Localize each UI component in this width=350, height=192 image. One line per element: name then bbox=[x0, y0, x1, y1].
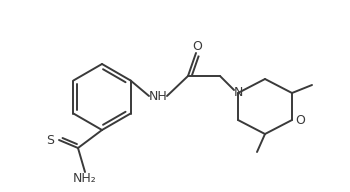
Text: N: N bbox=[233, 87, 243, 99]
Text: O: O bbox=[295, 113, 305, 127]
Text: NH: NH bbox=[149, 89, 167, 103]
Text: S: S bbox=[46, 133, 54, 146]
Text: NH₂: NH₂ bbox=[73, 172, 97, 185]
Text: O: O bbox=[192, 40, 202, 52]
